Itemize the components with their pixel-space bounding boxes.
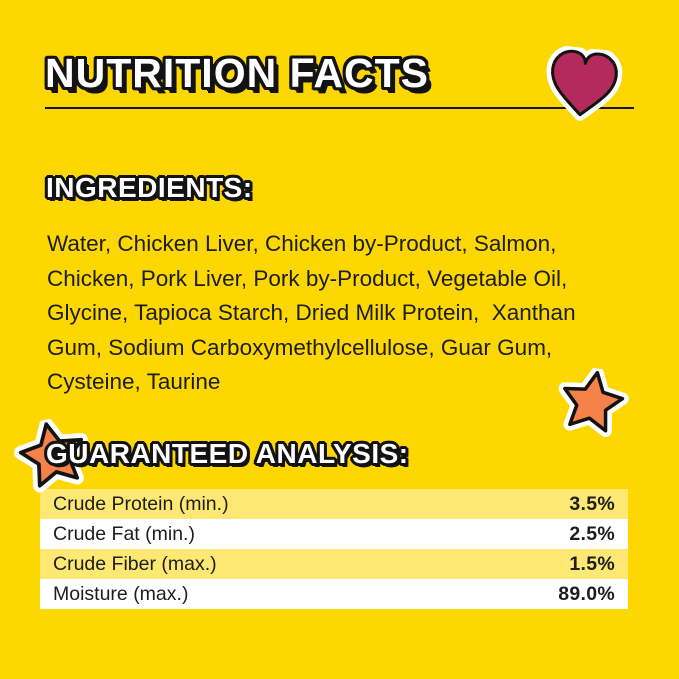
table-row: Crude Fat (min.) 2.5%	[40, 519, 628, 549]
ingredients-line: Water, Chicken Liver, Chicken by-Product…	[47, 231, 557, 256]
ingredients-line: Glycine, Tapioca Starch, Dried Milk Prot…	[47, 300, 576, 325]
ingredients-heading: INGREDIENTS:	[46, 172, 253, 203]
row-value: 1.5%	[569, 552, 615, 575]
star-icon	[550, 362, 633, 443]
row-label: Crude Fiber (max.)	[53, 552, 217, 575]
row-label: Crude Fat (min.)	[53, 522, 195, 545]
guaranteed-analysis-table: Crude Protein (min.) 3.5% Crude Fat (min…	[40, 489, 628, 609]
ingredients-line: Gum, Sodium Carboxymethylcellulose, Guar…	[47, 334, 553, 360]
row-value: 2.5%	[569, 522, 615, 545]
table-row: Moisture (max.) 89.0%	[40, 579, 628, 609]
row-label: Moisture (max.)	[53, 582, 189, 605]
guaranteed-analysis-heading: GUARANTEED ANALYSIS:	[46, 438, 409, 469]
table-row: Crude Fiber (max.) 1.5%	[40, 549, 628, 579]
row-label: Crude Protein (min.)	[53, 492, 229, 515]
row-value: 89.0%	[558, 582, 615, 605]
row-value: 3.5%	[569, 492, 615, 515]
star-icon	[7, 412, 99, 501]
table-row: Crude Protein (min.) 3.5%	[40, 489, 628, 519]
ingredients-line: Chicken, Pork Liver, Pork by-Product, Ve…	[47, 265, 568, 291]
ingredients-line: Cysteine, Taurine	[47, 369, 221, 394]
title-underline	[45, 107, 634, 109]
heart-icon	[540, 44, 626, 128]
ingredients-text: Water, Chicken Liver, Chicken by-Product…	[47, 227, 576, 400]
page-title: NUTRITION FACTS	[45, 50, 429, 96]
